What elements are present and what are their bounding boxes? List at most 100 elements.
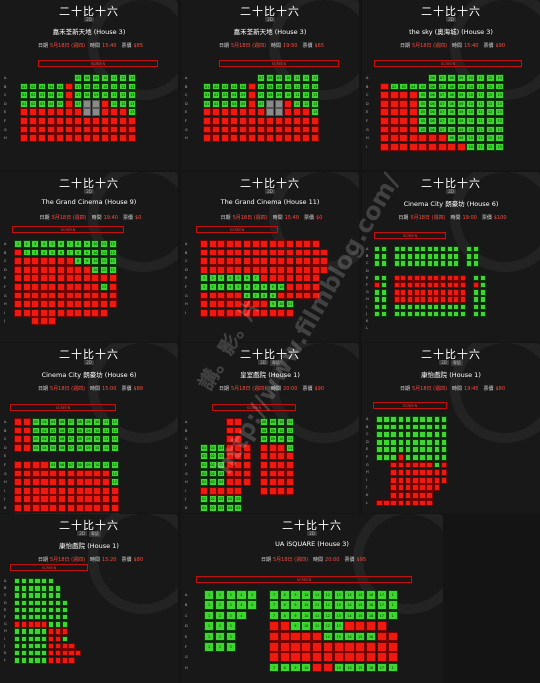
seat-available[interactable]: 08 bbox=[75, 461, 84, 469]
seat-available[interactable]: 11 bbox=[293, 82, 302, 91]
seat-available[interactable]: 2 bbox=[214, 610, 225, 621]
seat-available[interactable] bbox=[413, 253, 420, 260]
seat-available[interactable]: 1 bbox=[200, 283, 208, 291]
seat-available[interactable] bbox=[426, 303, 433, 310]
seat-available[interactable]: 4 bbox=[236, 610, 247, 621]
seat-available[interactable]: 08 bbox=[260, 418, 269, 426]
seat-available[interactable] bbox=[479, 303, 486, 310]
seat-available[interactable]: 04 bbox=[47, 99, 56, 108]
seat-available[interactable]: 09 bbox=[456, 134, 466, 142]
seat-available[interactable]: 03 bbox=[217, 443, 226, 452]
seat-available[interactable]: 04 bbox=[408, 82, 418, 91]
seat-available[interactable]: 11 bbox=[110, 99, 119, 108]
seat-available[interactable] bbox=[41, 657, 48, 664]
seat-available[interactable] bbox=[390, 446, 397, 454]
seat-available[interactable]: 09 bbox=[92, 74, 101, 82]
seat-available[interactable]: 08 bbox=[75, 418, 84, 426]
seat-available[interactable]: 02 bbox=[29, 91, 38, 99]
seat-available[interactable] bbox=[440, 438, 448, 446]
seat-available[interactable]: 10 bbox=[277, 283, 286, 291]
seat-available[interactable]: 11 bbox=[102, 461, 111, 469]
seat-available[interactable]: 15 bbox=[355, 631, 366, 642]
seat-available[interactable]: 08 bbox=[447, 91, 457, 99]
seat-available[interactable]: 10 bbox=[466, 125, 476, 134]
seat-available[interactable]: 2 bbox=[22, 240, 31, 248]
seat-available[interactable] bbox=[393, 246, 400, 253]
seat-available[interactable] bbox=[20, 650, 27, 657]
seat-available[interactable] bbox=[61, 614, 68, 621]
seat-available[interactable] bbox=[27, 578, 34, 585]
seat-available[interactable] bbox=[473, 289, 479, 296]
seat-available[interactable] bbox=[374, 303, 380, 310]
seat-available[interactable]: 16 bbox=[366, 590, 377, 600]
seat-available[interactable]: 11 bbox=[476, 91, 485, 99]
seat-available[interactable] bbox=[433, 446, 441, 454]
seat-available[interactable] bbox=[440, 303, 446, 310]
seat-available[interactable] bbox=[466, 260, 473, 267]
seat-available[interactable]: 3 bbox=[225, 642, 236, 652]
seat-available[interactable]: 9 bbox=[290, 600, 301, 610]
seat-available[interactable]: 01 bbox=[20, 99, 29, 108]
seat-available[interactable]: 10 bbox=[93, 426, 102, 435]
seat-available[interactable] bbox=[426, 260, 433, 267]
seat-available[interactable]: 11 bbox=[286, 443, 294, 452]
seat-available[interactable] bbox=[48, 614, 55, 621]
seat-available[interactable]: 06 bbox=[428, 125, 437, 134]
seat-available[interactable]: 05 bbox=[49, 426, 58, 435]
seat-available[interactable] bbox=[61, 621, 68, 628]
seat-available[interactable]: 10 bbox=[277, 435, 286, 443]
seat-available[interactable] bbox=[433, 454, 441, 461]
seat-available[interactable] bbox=[404, 446, 412, 454]
seat-available[interactable]: 12 bbox=[322, 631, 333, 642]
seat-available[interactable] bbox=[376, 438, 383, 446]
seat-available[interactable]: 03 bbox=[217, 478, 226, 486]
seat-available[interactable] bbox=[453, 253, 460, 260]
seat-available[interactable]: 07 bbox=[257, 99, 266, 108]
seat-available[interactable]: 9 bbox=[290, 590, 301, 600]
seat-available[interactable]: 05 bbox=[234, 495, 243, 504]
seat-available[interactable]: 10 bbox=[301, 662, 312, 673]
seat-available[interactable] bbox=[54, 585, 61, 592]
seat-available[interactable] bbox=[440, 446, 448, 454]
seat-available[interactable]: 11 bbox=[312, 600, 323, 610]
seat-available[interactable]: 13 bbox=[311, 91, 320, 99]
seat-available[interactable]: 3 bbox=[225, 590, 236, 600]
seat-available[interactable]: 06 bbox=[428, 82, 437, 91]
seat-available[interactable]: 13 bbox=[495, 91, 505, 99]
seat-available[interactable]: 11 bbox=[110, 82, 119, 91]
seat-available[interactable] bbox=[27, 592, 34, 599]
seat-available[interactable] bbox=[20, 578, 27, 585]
seat-available[interactable]: 01 bbox=[203, 82, 212, 91]
seat-available[interactable]: 07 bbox=[74, 99, 83, 108]
seat-available[interactable]: 07 bbox=[437, 74, 447, 82]
seat-available[interactable]: 12 bbox=[108, 265, 117, 274]
seat-available[interactable] bbox=[380, 253, 387, 260]
seat-available[interactable] bbox=[14, 578, 21, 585]
seat-available[interactable]: 13 bbox=[333, 600, 344, 610]
seat-available[interactable]: 12 bbox=[110, 469, 119, 478]
seat-available[interactable] bbox=[374, 274, 380, 282]
seat-available[interactable] bbox=[426, 454, 433, 461]
seat-available[interactable]: 07 bbox=[74, 82, 83, 91]
seat-available[interactable]: 3 bbox=[31, 240, 40, 248]
seat-available[interactable]: 7 bbox=[251, 274, 260, 283]
seat-available[interactable]: 09 bbox=[456, 99, 466, 108]
seat-available[interactable] bbox=[54, 599, 61, 606]
seat-available[interactable]: 10 bbox=[466, 82, 476, 91]
seat-available[interactable]: 11 bbox=[476, 117, 485, 125]
seat-available[interactable]: 7 bbox=[268, 590, 279, 600]
seat-available[interactable]: 2 bbox=[214, 590, 225, 600]
seat-available[interactable]: 2 bbox=[208, 283, 217, 291]
seat-available[interactable]: 05 bbox=[418, 117, 428, 125]
seat-available[interactable]: 1 bbox=[204, 631, 215, 642]
seat-available[interactable] bbox=[440, 431, 448, 438]
seat-available[interactable] bbox=[48, 606, 55, 614]
seat-available[interactable] bbox=[407, 246, 413, 253]
seat-available[interactable]: 07 bbox=[66, 435, 75, 443]
seat-available[interactable]: 10 bbox=[466, 142, 476, 151]
seat-available[interactable] bbox=[380, 282, 387, 289]
seat-available[interactable]: 3 bbox=[31, 248, 40, 257]
seat-available[interactable] bbox=[479, 274, 486, 282]
seat-available[interactable] bbox=[20, 585, 27, 592]
seat-available[interactable]: 5 bbox=[48, 248, 57, 257]
